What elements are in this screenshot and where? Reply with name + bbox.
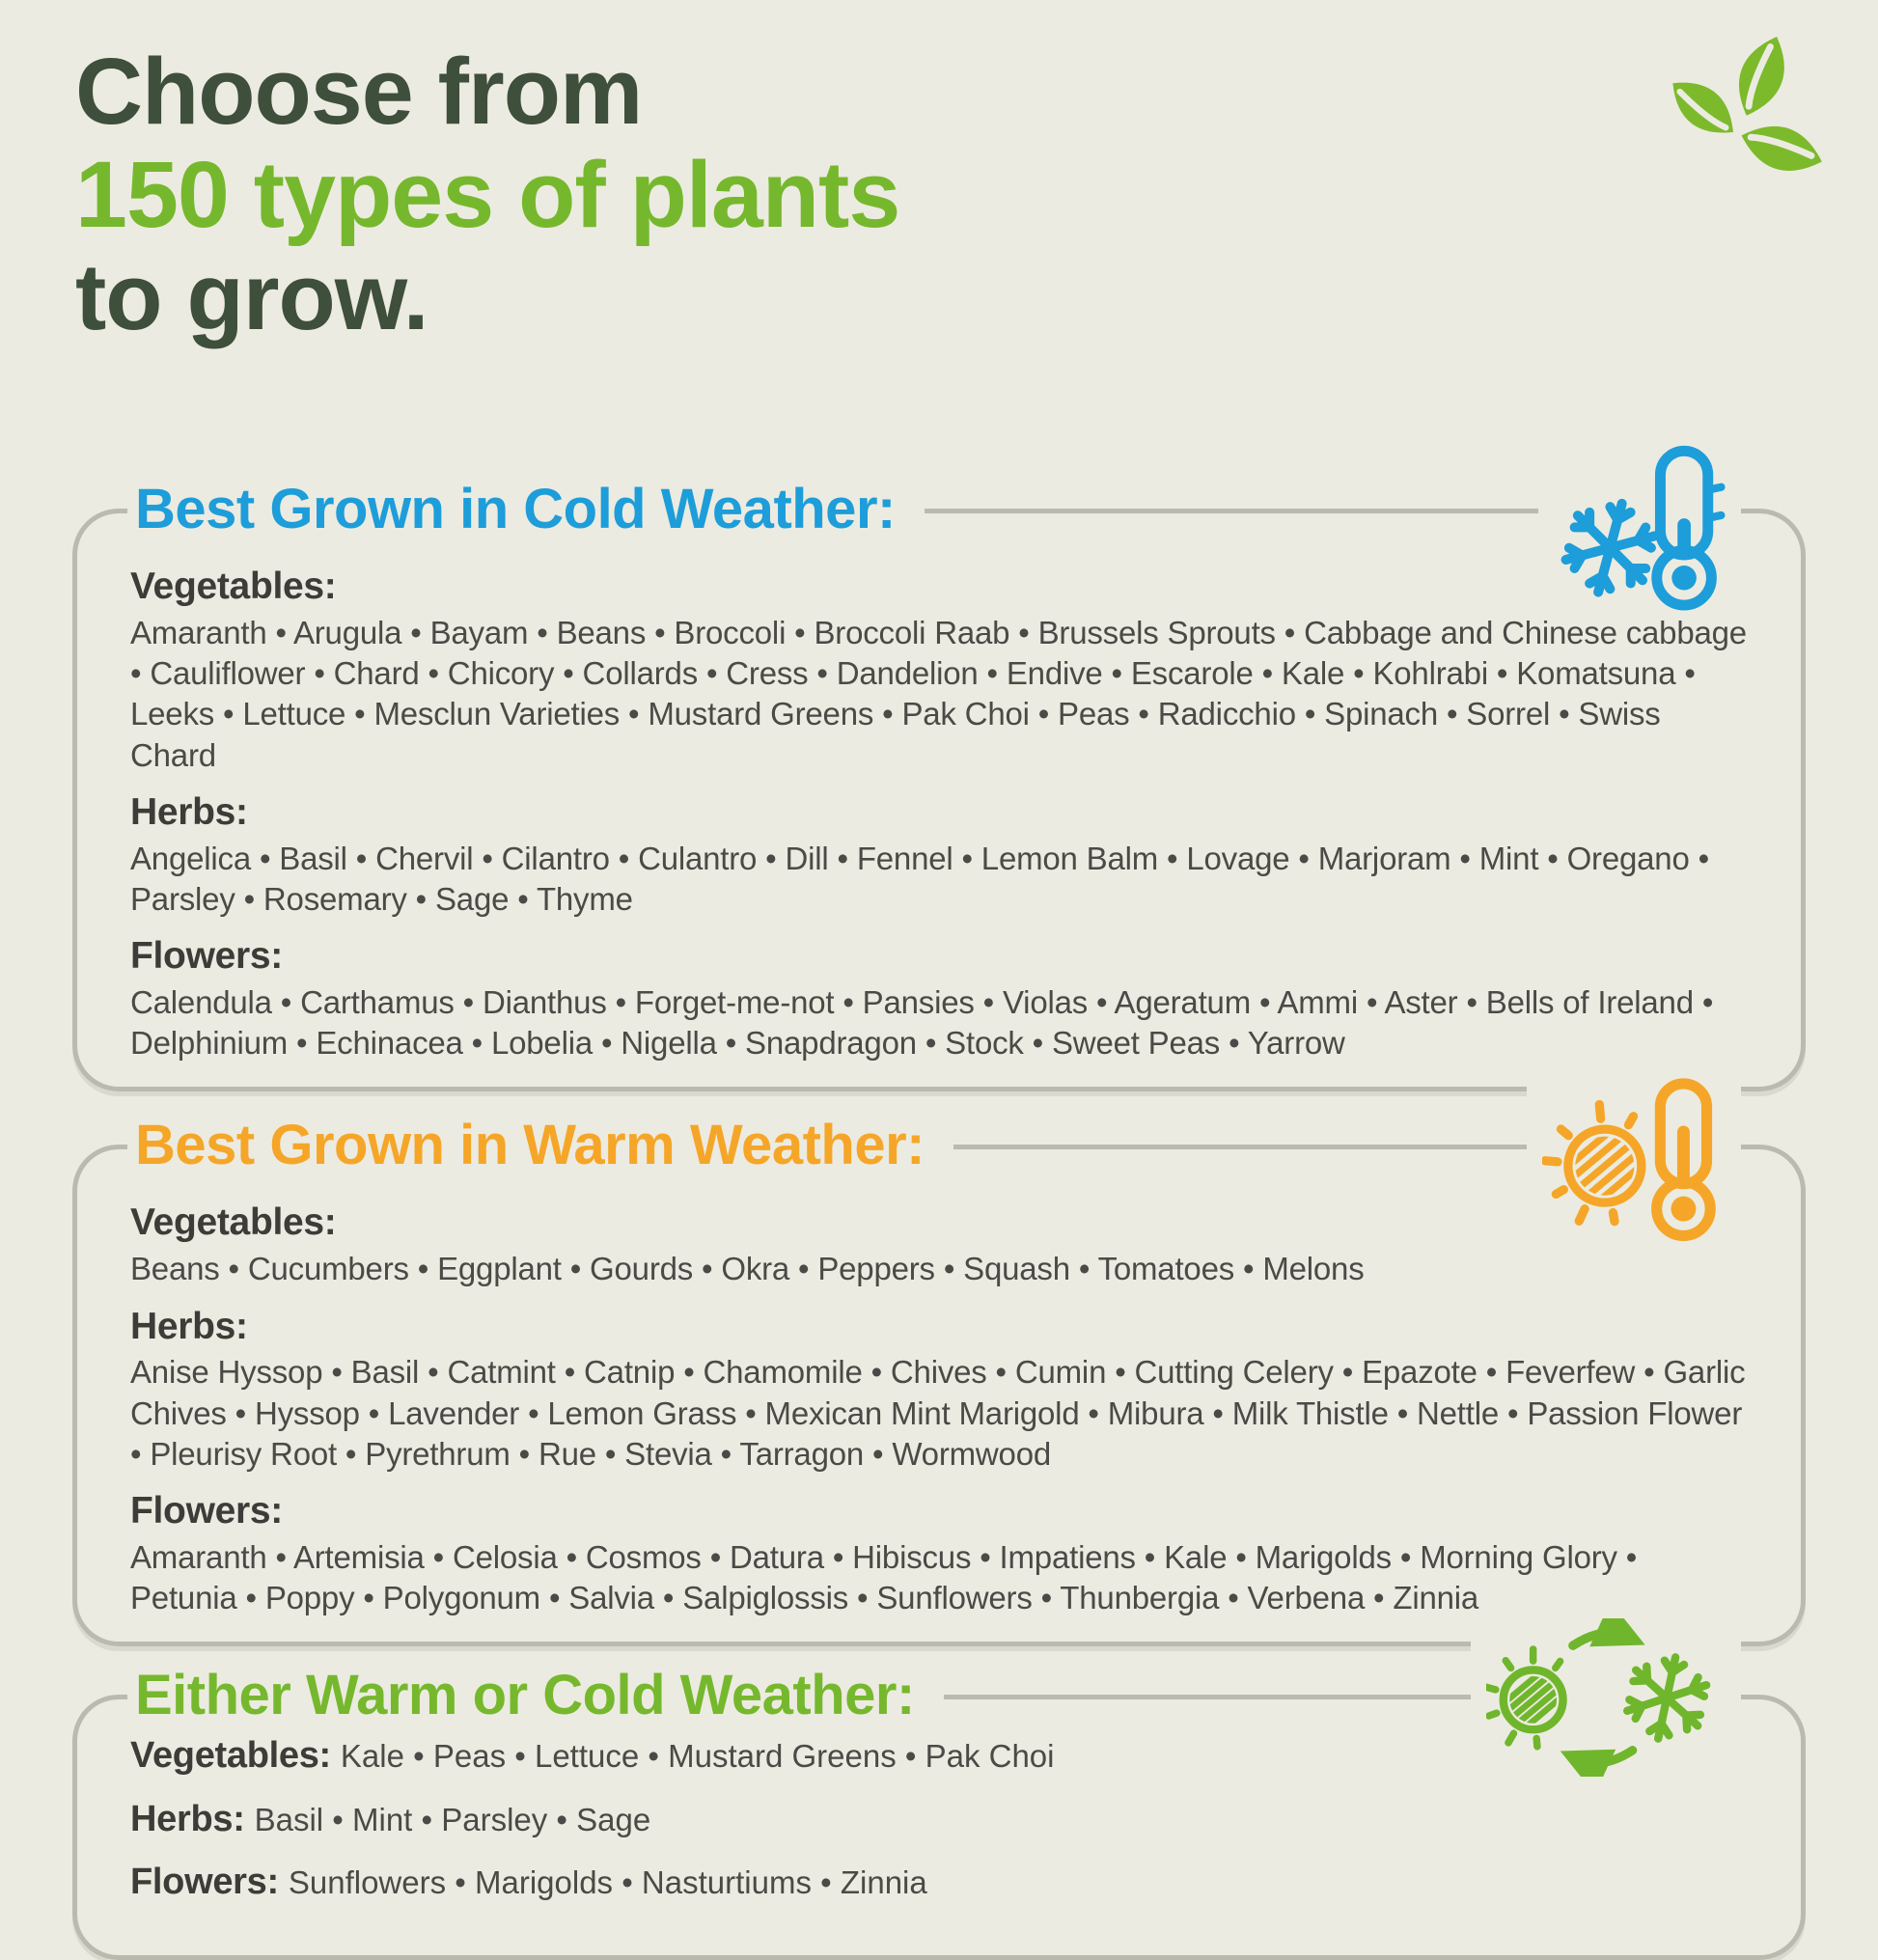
- either-vegetables-line: Vegetables: Kale • Peas • Lettuce • Musta…: [130, 1732, 1748, 1780]
- group-label: Herbs:: [130, 1305, 248, 1347]
- group-items: Amaranth • Artemisia • Celosia • Cosmos …: [130, 1538, 1638, 1616]
- section-warm-weather: Best Grown in Warm Weather:: [72, 1074, 1806, 1647]
- group-label: Herbs:: [130, 790, 248, 833]
- cold-flowers-group: Flowers: Calendula • Carthamus • Dianthu…: [130, 935, 1748, 1063]
- group-items: Anise Hyssop • Basil • Catmint • Catnip …: [130, 1354, 1746, 1472]
- section-either-weather: Either Warm or Cold Weather:: [72, 1601, 1806, 1960]
- group-items: Amaranth • Arugula • Bayam • Beans • Bro…: [130, 614, 1747, 773]
- sun-snowflake-cycle-icon: [1471, 1601, 1741, 1795]
- group-items: Kale • Peas • Lettuce • Mustard Greens •…: [340, 1738, 1055, 1775]
- group-label: Flowers:: [130, 935, 283, 978]
- either-flowers-line: Flowers: Sunflowers • Marigolds • Nasturt…: [130, 1859, 1748, 1906]
- section-warm-title: Best Grown in Warm Weather:: [127, 1115, 953, 1177]
- title-line-1: Choose from: [75, 39, 643, 144]
- group-items: Angelica • Basil • Chervil • Cilantro • …: [130, 840, 1709, 917]
- title-line-2: 150 types of plants: [75, 141, 900, 247]
- group-items: Calendula • Carthamus • Dianthus • Forge…: [130, 984, 1714, 1062]
- group-label: Vegetables:: [130, 1201, 337, 1244]
- group-items: Sunflowers • Marigolds • Nasturtiums • Z…: [288, 1864, 927, 1901]
- page-title: Choose from 150 types of plants to grow.: [0, 0, 1878, 349]
- group-label: Vegetables:: [130, 1735, 331, 1777]
- group-label: Flowers:: [130, 1490, 283, 1532]
- group-items: Beans • Cucumbers • Eggplant • Gourds • …: [130, 1251, 1365, 1287]
- cold-herbs-group: Herbs: Angelica • Basil • Chervil • Cila…: [130, 791, 1748, 920]
- section-either-title: Either Warm or Cold Weather:: [127, 1665, 944, 1727]
- section-cold-weather: Best Grown in Cold Weather:: [72, 444, 1806, 1092]
- group-label: Flowers:: [130, 1862, 279, 1903]
- section-cold-title: Best Grown in Cold Weather:: [127, 479, 925, 540]
- snowflake-thermometer-icon: [1538, 444, 1741, 617]
- either-herbs-line: Herbs: Basil • Mint • Parsley • Sage: [130, 1796, 1748, 1843]
- leaves-icon: [1662, 27, 1828, 188]
- group-items: Basil • Mint • Parsley • Sage: [254, 1801, 651, 1837]
- warm-vegetables-group: Vegetables: Beans • Cucumbers • Eggplant…: [130, 1201, 1748, 1289]
- warm-herbs-group: Herbs: Anise Hyssop • Basil • Catmint • …: [130, 1306, 1748, 1476]
- cold-vegetables-group: Vegetables: Amaranth • Arugula • Bayam •…: [130, 566, 1748, 776]
- sun-thermometer-icon: [1527, 1074, 1741, 1251]
- group-label: Vegetables:: [130, 566, 337, 608]
- warm-flowers-group: Flowers: Amaranth • Artemisia • Celosia …: [130, 1490, 1748, 1618]
- title-line-3: to grow.: [75, 244, 429, 350]
- group-label: Herbs:: [130, 1798, 245, 1839]
